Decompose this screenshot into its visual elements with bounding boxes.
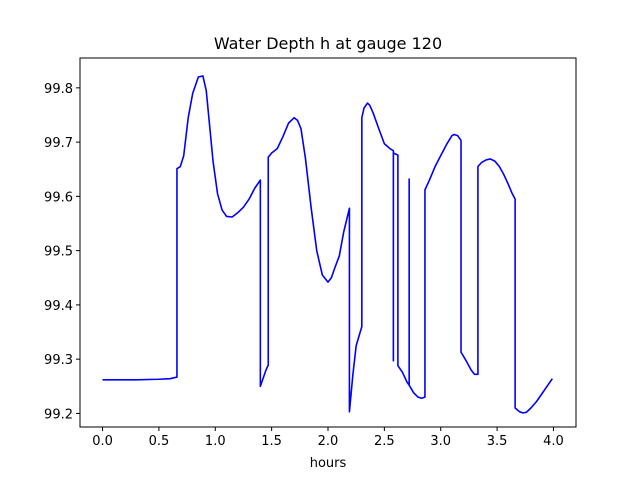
plot-area (79, 57, 577, 428)
x-tick-label: 2.5 (374, 434, 395, 449)
x-tick-label: 3.5 (487, 434, 508, 449)
plot-frame (79, 57, 577, 428)
y-axis: 99.2 99.3 99.4 99.5 99.6 99.7 99.8 (44, 82, 80, 422)
x-tick-label: 0.5 (149, 434, 170, 449)
y-tick-label: 99.4 (44, 299, 73, 314)
chart-title: Water Depth h at gauge 120 (214, 34, 442, 53)
series-line-0 (102, 75, 553, 414)
y-tick-label: 99.5 (44, 245, 73, 260)
x-axis: 0.0 0.5 1.0 1.5 2.0 2.5 3.0 3.5 4.0 (92, 427, 564, 449)
y-tick-label: 99.2 (44, 407, 73, 422)
x-tick-label: 1.0 (205, 434, 226, 449)
y-tick-label: 99.7 (44, 136, 73, 151)
x-tick-label: 2.0 (318, 434, 339, 449)
x-tick-label: 3.0 (430, 434, 451, 449)
y-tick-label: 99.8 (44, 82, 73, 97)
x-tick-label: 0.0 (92, 434, 113, 449)
x-axis-label: hours (310, 456, 347, 471)
y-tick-label: 99.3 (44, 353, 73, 368)
series-layer (102, 75, 553, 414)
x-tick-label: 1.5 (261, 434, 282, 449)
y-tick-label: 99.6 (44, 190, 73, 205)
x-tick-label: 4.0 (543, 434, 564, 449)
